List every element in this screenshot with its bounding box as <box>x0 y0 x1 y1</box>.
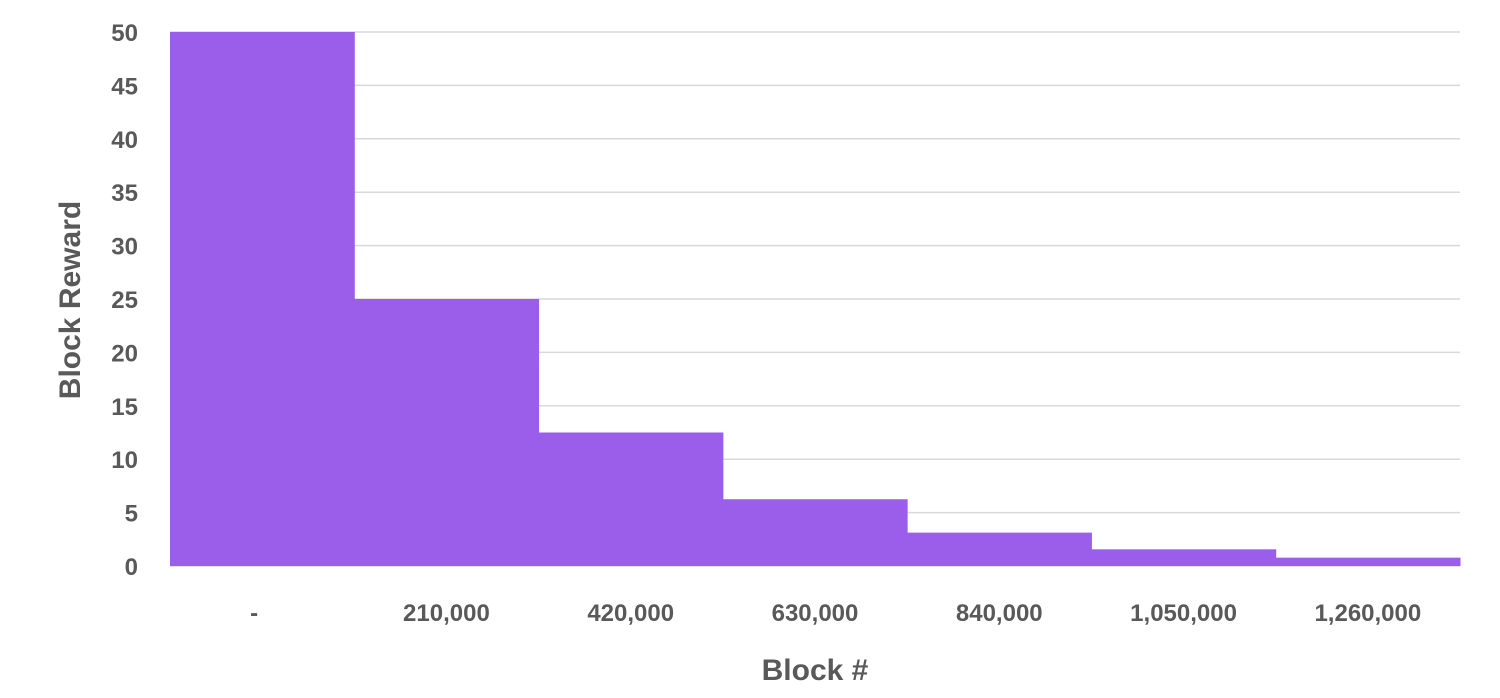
reward-step <box>722 499 908 566</box>
x-tick-label: 1,260,000 <box>1314 600 1421 627</box>
x-tick-label: 1,050,000 <box>1130 600 1237 627</box>
reward-step <box>170 32 355 566</box>
y-tick-label: 35 <box>111 180 138 207</box>
reward-step <box>538 432 724 566</box>
reward-step <box>1091 549 1277 566</box>
y-tick-label: 40 <box>111 127 138 154</box>
y-tick-label: 45 <box>111 73 138 100</box>
reward-step <box>907 532 1092 566</box>
x-axis-label: Block # <box>762 654 869 687</box>
y-tick-label: 10 <box>111 447 138 474</box>
reward-steps <box>170 32 1461 566</box>
x-tick-label: 840,000 <box>956 600 1043 627</box>
y-tick-label: 15 <box>111 394 138 421</box>
x-tick-label: 630,000 <box>772 600 859 627</box>
y-tick-label: 50 <box>111 20 138 47</box>
x-tick-label: 210,000 <box>403 600 490 627</box>
y-tick-label: 0 <box>125 554 138 581</box>
y-tick-label: 30 <box>111 234 138 261</box>
y-tick-label: 5 <box>125 501 138 528</box>
reward-step <box>1275 557 1461 566</box>
y-axis-label: Block Reward <box>54 201 87 399</box>
x-tick-label: - <box>250 600 258 627</box>
y-axis-ticks: 0 5 10 15 20 25 30 35 40 45 50 <box>111 20 138 581</box>
y-tick-label: 20 <box>111 340 138 367</box>
reward-step <box>354 299 540 566</box>
x-axis-ticks: - 210,000 420,000 630,000 840,000 1,050,000 1,… <box>250 600 1421 627</box>
x-tick-label: 420,000 <box>587 600 674 627</box>
y-tick-label: 25 <box>111 287 138 314</box>
